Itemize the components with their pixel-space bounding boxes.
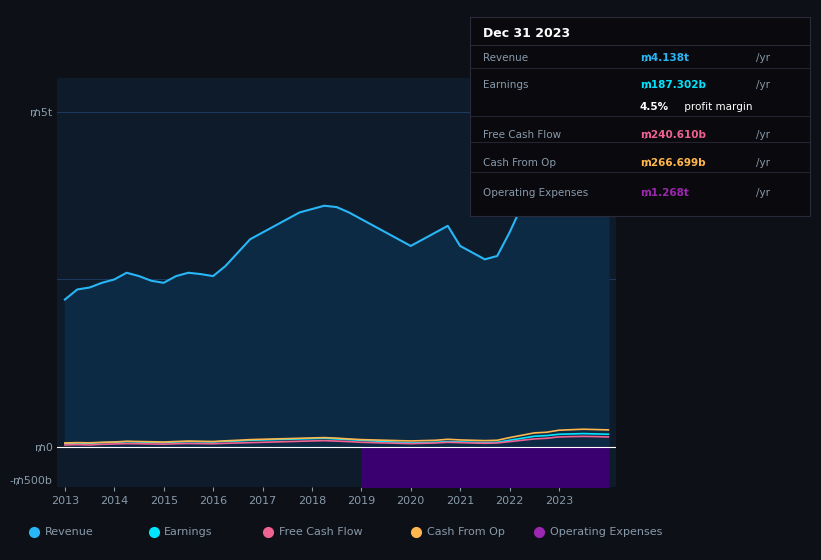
Text: ₥4.138t: ₥4.138t [640,53,689,63]
Text: Free Cash Flow: Free Cash Flow [279,527,363,537]
Text: Revenue: Revenue [45,527,94,537]
Text: profit margin: profit margin [681,102,752,113]
Text: Dec 31 2023: Dec 31 2023 [484,27,571,40]
Text: Cash From Op: Cash From Op [427,527,505,537]
Text: Free Cash Flow: Free Cash Flow [484,130,562,140]
Text: Earnings: Earnings [484,81,529,90]
Text: ₥266.699b: ₥266.699b [640,158,705,168]
Text: /yr: /yr [756,53,770,63]
Text: /yr: /yr [756,81,770,90]
Text: Earnings: Earnings [164,527,213,537]
Text: Operating Expenses: Operating Expenses [484,188,589,198]
Text: Operating Expenses: Operating Expenses [550,527,663,537]
Text: Cash From Op: Cash From Op [484,158,557,168]
Text: /yr: /yr [756,130,770,140]
Text: /yr: /yr [756,188,770,198]
Text: 4.5%: 4.5% [640,102,669,113]
Text: /yr: /yr [756,158,770,168]
Text: ₥240.610b: ₥240.610b [640,130,706,140]
Text: ₥187.302b: ₥187.302b [640,81,706,90]
Text: ₥1.268t: ₥1.268t [640,188,689,198]
Text: Revenue: Revenue [484,53,529,63]
